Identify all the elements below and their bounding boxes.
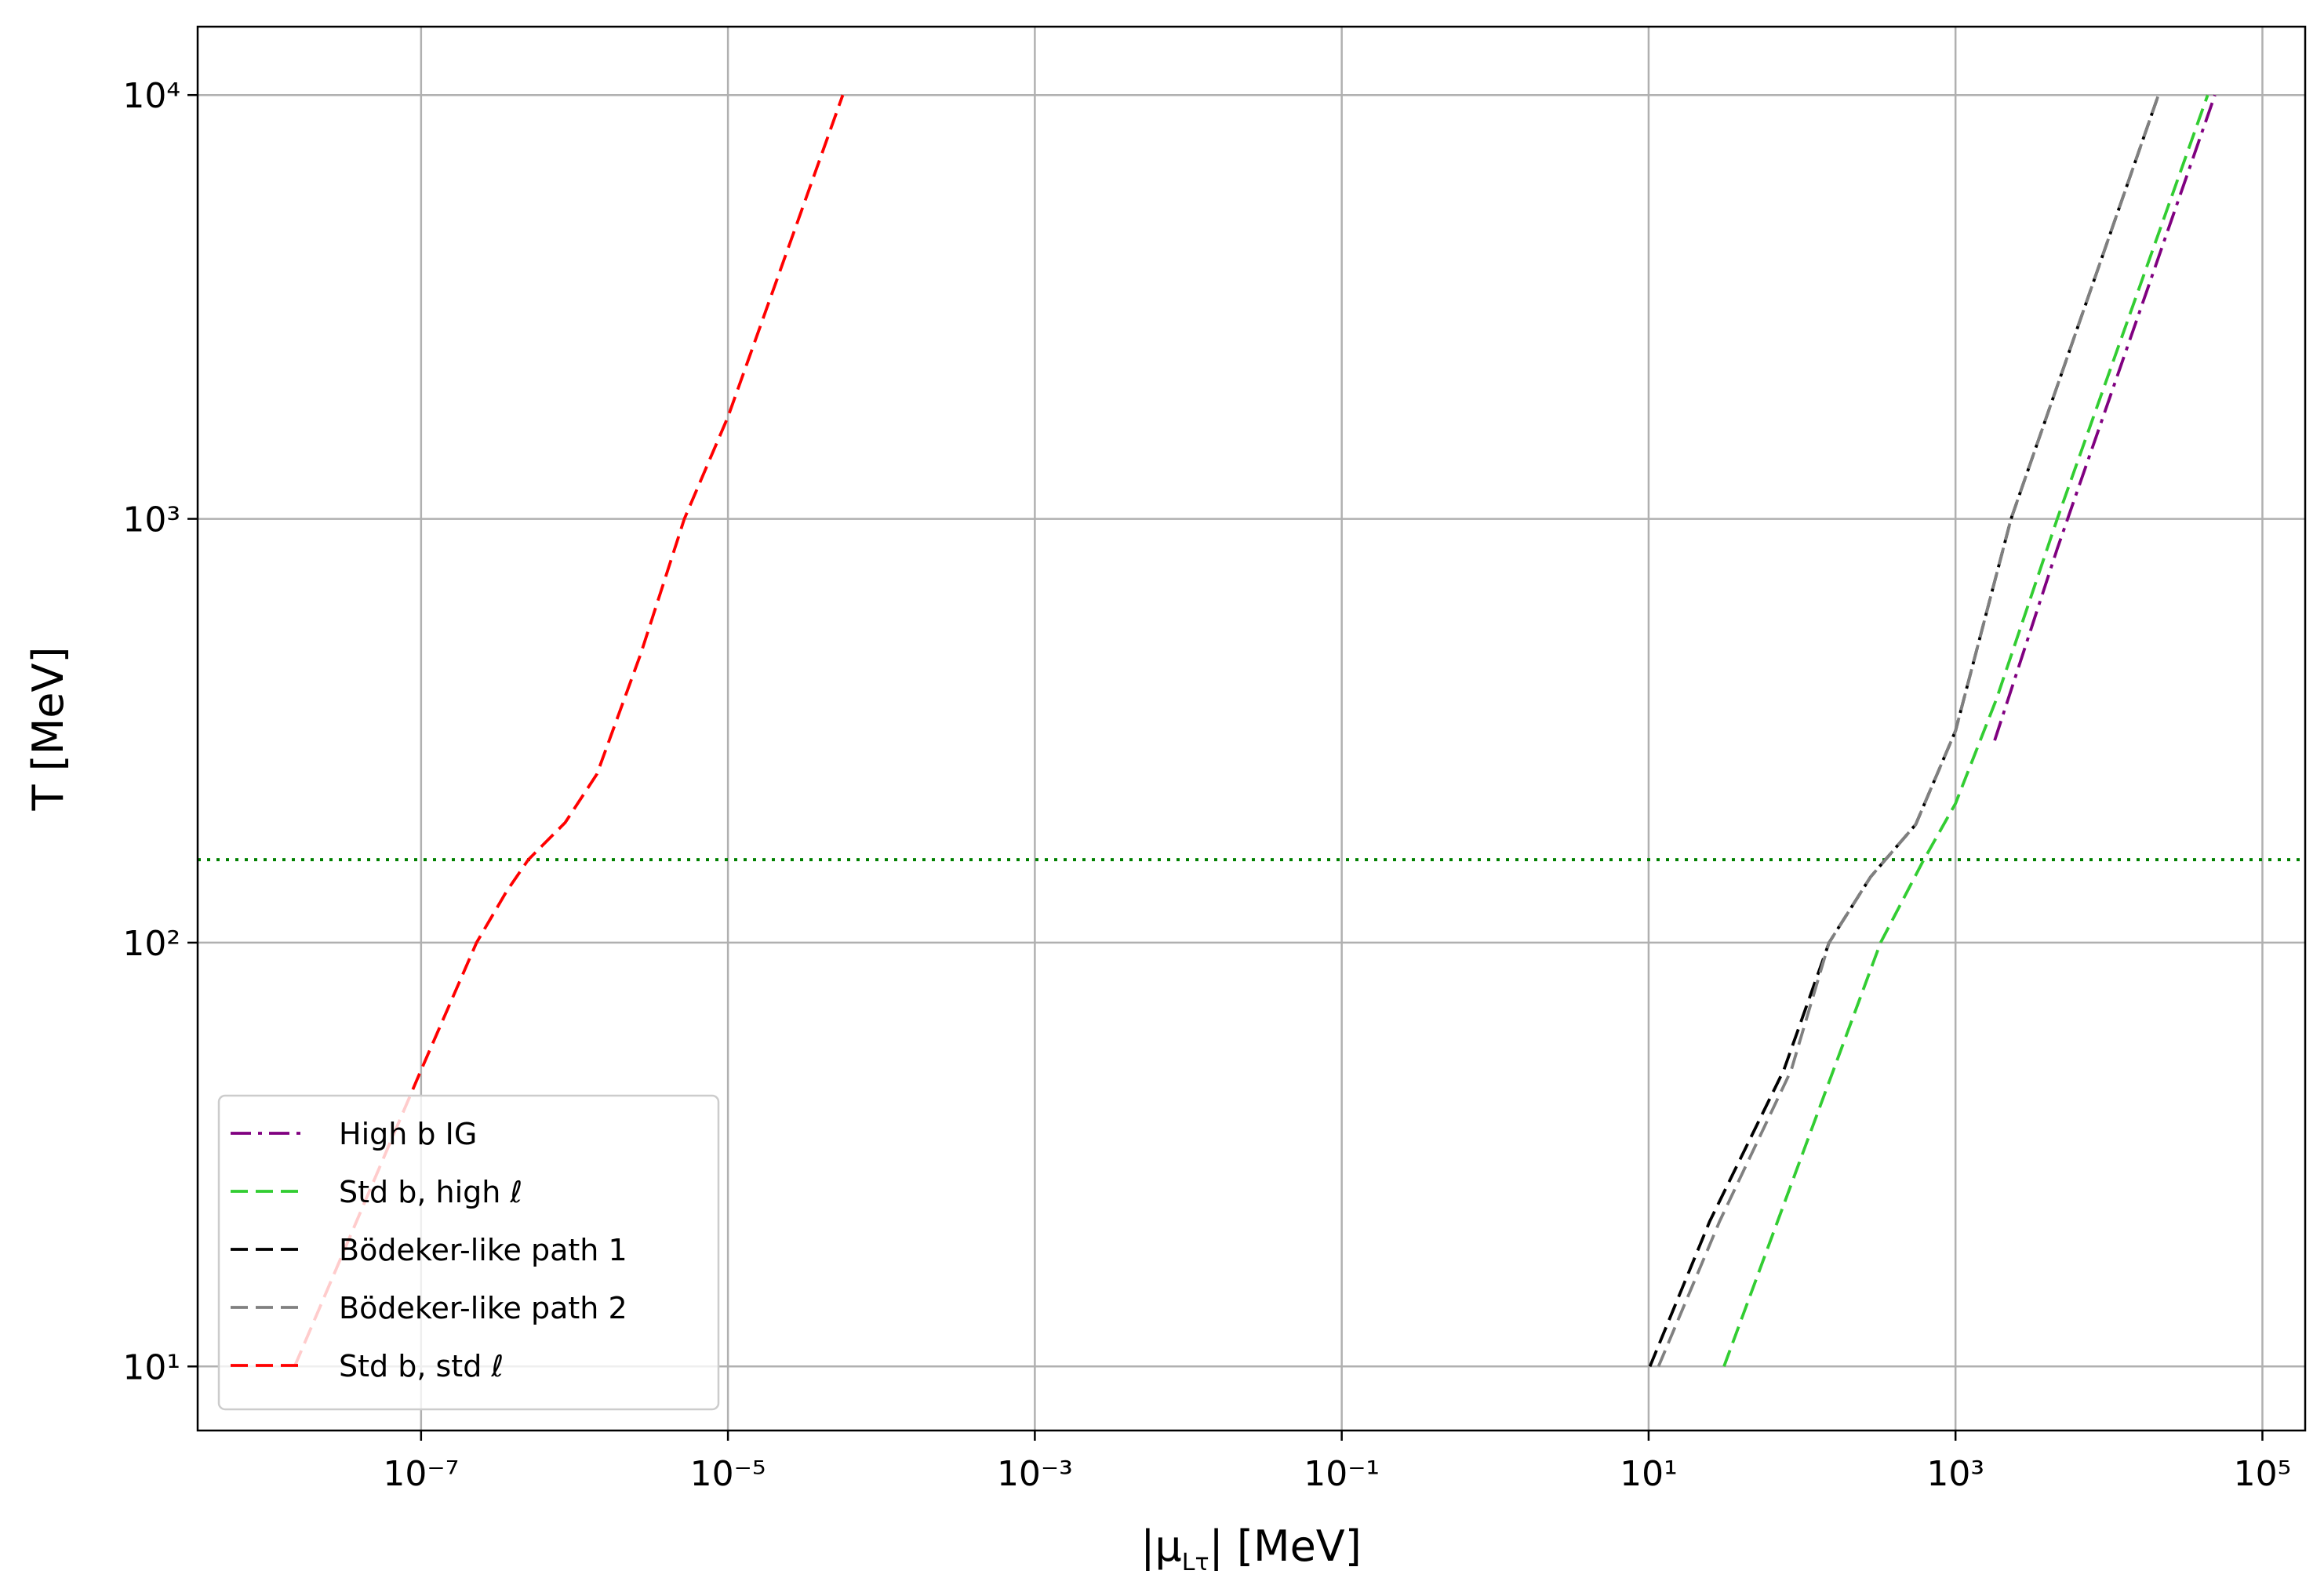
series-line [1648, 94, 2160, 1368]
y-tick-label: 10³ [122, 500, 180, 540]
y-tick-label: 10¹ [122, 1347, 180, 1387]
x-tick-label: 10⁻⁷ [383, 1454, 459, 1494]
legend-label: Bödeker-like path 1 [339, 1233, 627, 1267]
series-line [1722, 94, 2209, 1367]
x-tick-label: 10⁻³ [997, 1454, 1073, 1494]
legend-box [217, 1094, 720, 1411]
legend-label: Std b, high ℓ [339, 1175, 522, 1209]
x-label-part: | [MeV] [1209, 1521, 1362, 1571]
y-tick-label: 10⁴ [122, 76, 180, 116]
x-tick-label: 10⁻¹ [1304, 1454, 1380, 1494]
series-line [1657, 94, 2160, 1368]
legend: High b IG Std b, high ℓ Bödeker-like path … [217, 1094, 720, 1411]
axes: 10⁻⁷ 10⁻⁵ 10⁻³ 10⁻¹ 10¹ 10³ 10⁵ 10¹ 10² 10³ 10⁴ [122, 76, 2291, 1494]
x-axis-label: |μLτ| [MeV] [1140, 1521, 1362, 1576]
plot-area [198, 94, 2305, 1368]
x-tick-label: 10¹ [1620, 1454, 1678, 1494]
axes-frame [196, 25, 2307, 1432]
x-tick-label: 10³ [1926, 1454, 1984, 1494]
x-label-part: |μ [1140, 1521, 1182, 1571]
x-tick-label: 10⁵ [2234, 1454, 2292, 1494]
series-line [293, 94, 845, 1368]
y-axis-label: T [MeV] [24, 646, 73, 811]
legend-label: Std b, std ℓ [339, 1349, 504, 1383]
legend-label: High b IG [339, 1117, 477, 1151]
x-tick-label: 10⁻⁵ [690, 1454, 766, 1494]
y-tick-label: 10² [122, 924, 180, 964]
legend-label: Bödeker-like path 2 [339, 1291, 627, 1325]
series-line [1993, 94, 2217, 741]
x-label-subscript: Lτ [1182, 1549, 1209, 1576]
